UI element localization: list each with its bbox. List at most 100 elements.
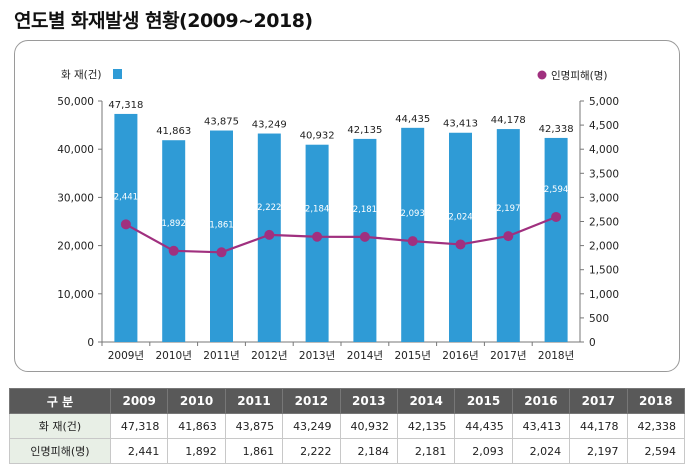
right-tick-label: 5,000	[589, 96, 619, 108]
line-value-label: 2,024	[448, 212, 472, 222]
line-value-label: 2,197	[496, 204, 520, 214]
line-value-label: 2,441	[114, 192, 138, 202]
table-cell: 2,024	[511, 438, 571, 464]
line-point	[168, 245, 179, 256]
table-cell: 42,338	[626, 413, 686, 439]
x-tick-label: 2017년	[490, 350, 526, 362]
line-point	[312, 231, 323, 242]
table-cell: 47,318	[109, 413, 169, 439]
table-header-year: 2013	[339, 388, 398, 414]
line-point	[216, 247, 227, 258]
line-point	[455, 239, 466, 250]
line-point	[551, 211, 562, 222]
line-value-label: 2,093	[401, 209, 425, 219]
bar	[305, 144, 329, 342]
table-header-row: 구 분 2009 2010 2011 2012 2013 2014 2015 2016 2017 2…	[9, 388, 686, 414]
x-tick-label: 2013년	[299, 350, 335, 362]
table-cell: 44,435	[454, 413, 513, 439]
table-header-label: 구 분	[9, 388, 111, 414]
right-tick-label: 4,500	[589, 120, 619, 132]
table-cell: 1,892	[167, 438, 226, 464]
right-tick-label: 500	[589, 313, 609, 325]
line-point	[503, 231, 514, 242]
bar-value-label: 43,413	[443, 119, 478, 130]
table-cell: 2,441	[109, 438, 169, 464]
table-cell: 2,594	[626, 438, 686, 464]
table-cell: 1,861	[224, 438, 284, 464]
right-tick-label: 4,000	[589, 144, 619, 156]
injury-line	[125, 215, 557, 254]
x-tick-label: 2012년	[251, 350, 287, 362]
table-row: 화 재(건) 47,318 41,863 43,875 43,249 40,932 42,1…	[9, 413, 686, 439]
fire-chart: 0 10,000 20,000 30,000 40,000 50,000 0 500 1,000…	[57, 69, 619, 362]
chart-panel: 0 10,000 20,000 30,000 40,000 50,000 0 500 1,000…	[14, 40, 680, 372]
bar-value-label: 40,932	[300, 131, 335, 142]
bar	[210, 130, 233, 342]
page-title: 연도별 화재발생 현황(2009~2018)	[14, 10, 313, 32]
table-cell: 40,932	[339, 413, 398, 439]
bar	[401, 127, 425, 342]
table-row: 인명피해(명) 2,441 1,892 1,861 2,222 2,184 2,181 2,0…	[9, 438, 686, 464]
table-header-year: 2012	[282, 388, 341, 414]
bar-value-label: 42,338	[539, 124, 574, 135]
table-header-year: 2017	[569, 388, 628, 414]
right-tick-label: 3,000	[589, 192, 619, 204]
table-header-year: 2010	[167, 388, 226, 414]
data-table: 구 분 2009 2010 2011 2012 2013 2014 2015 2016 2017 2…	[9, 388, 686, 464]
line-point	[407, 236, 418, 247]
left-tick-label: 40,000	[57, 144, 94, 156]
table-header-year: 2011	[224, 388, 284, 414]
table-cell: 2,197	[569, 438, 628, 464]
table-cell: 43,413	[511, 413, 571, 439]
bar	[544, 137, 568, 342]
bar-value-label: 41,863	[156, 126, 191, 137]
table-cell: 2,181	[396, 438, 456, 464]
table-cell: 43,875	[224, 413, 284, 439]
line-value-label: 1,892	[162, 219, 186, 229]
line-value-label: 2,184	[305, 205, 329, 215]
left-tick-label: 30,000	[57, 192, 94, 204]
line-value-label: 2,222	[257, 203, 281, 213]
x-tick-label: 2015년	[395, 350, 431, 362]
right-tick-label: 0	[589, 337, 596, 349]
legend-label-fire: 화 재(건)	[61, 69, 102, 81]
table-cell: 42,135	[396, 413, 456, 439]
table-cell: 2,093	[454, 438, 513, 464]
table-cell: 2,222	[282, 438, 341, 464]
bar-value-label: 44,435	[395, 114, 430, 125]
line-point	[359, 231, 370, 242]
left-tick-label: 20,000	[57, 241, 94, 253]
table-cell: 41,863	[167, 413, 226, 439]
line-value-label: 2,594	[544, 185, 568, 195]
table-cell: 44,178	[569, 413, 628, 439]
right-tick-label: 2,500	[589, 217, 619, 229]
bar-value-label: 43,875	[204, 117, 239, 128]
table-cell: 2,184	[339, 438, 398, 464]
table-header-year: 2016	[511, 388, 571, 414]
left-tick-label: 10,000	[57, 289, 94, 301]
x-tick-label: 2010년	[156, 350, 192, 362]
left-tick-label: 50,000	[57, 96, 94, 108]
table-header-year: 2014	[396, 388, 456, 414]
line-value-label: 1,861	[209, 220, 233, 230]
bar	[449, 132, 472, 342]
bar-value-label: 42,135	[347, 125, 382, 136]
table-header-year: 2018	[626, 388, 686, 414]
bar-value-label: 47,318	[108, 100, 143, 111]
right-tick-label: 3,500	[589, 168, 619, 180]
right-tick-label: 1,500	[589, 265, 619, 277]
left-tick-label: 0	[87, 337, 94, 349]
line-point	[120, 219, 131, 230]
legend-label-injury: 인명피해(명)	[551, 69, 608, 82]
x-tick-label: 2018년	[538, 350, 574, 362]
table-row-label: 인명피해(명)	[9, 438, 111, 464]
x-tick-label: 2009년	[108, 350, 144, 362]
x-tick-label: 2011년	[203, 350, 239, 362]
legend-swatch-fire	[113, 69, 122, 79]
table-cell: 43,249	[282, 413, 341, 439]
bar	[162, 140, 186, 342]
table-row-label: 화 재(건)	[9, 413, 111, 439]
right-tick-label: 2,000	[589, 241, 619, 253]
table-header-year: 2015	[454, 388, 513, 414]
right-tick-label: 1,000	[589, 289, 619, 301]
